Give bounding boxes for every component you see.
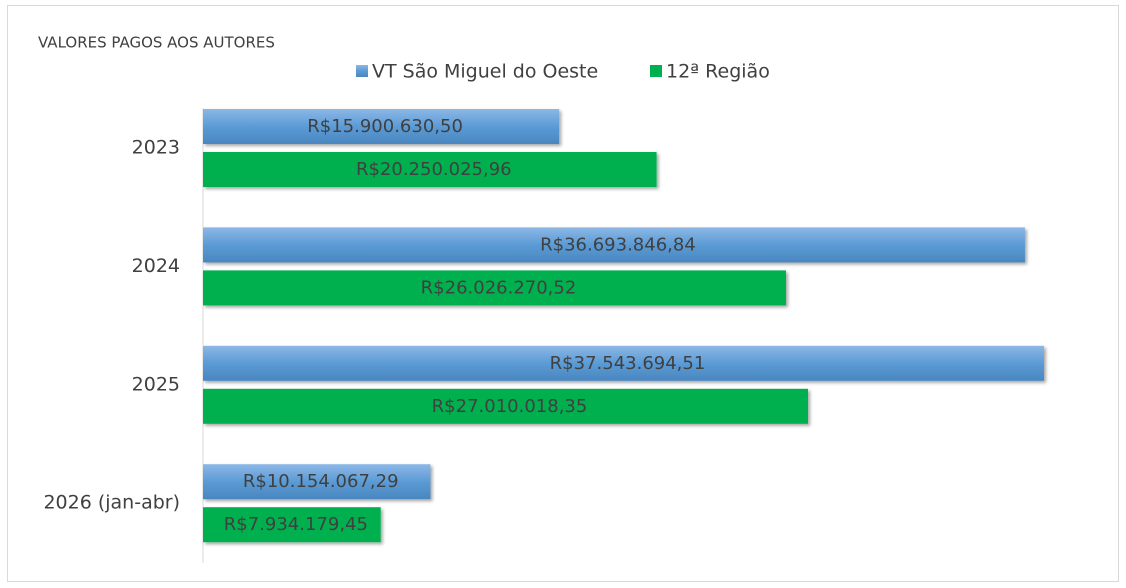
legend-swatch: [650, 65, 662, 77]
data-label: R$15.900.630,50: [307, 116, 463, 137]
data-label: R$27.010.018,35: [432, 396, 588, 417]
legend-label: VT São Miguel do Oeste: [372, 61, 598, 83]
bar: [203, 507, 381, 543]
data-label: R$10.154.067,29: [243, 471, 399, 492]
data-label: R$7.934.179,45: [224, 514, 368, 535]
data-label: R$20.250.025,96: [356, 159, 512, 180]
bar: [203, 388, 809, 424]
bar: [203, 270, 786, 306]
y-tick-label: 2025: [132, 373, 180, 395]
bar: [203, 345, 1044, 381]
bar: [203, 464, 431, 500]
chart-title: VALORES PAGOS AOS AUTORES: [38, 34, 275, 52]
data-label: R$26.026.270,52: [421, 277, 577, 298]
legend-label: 12ª Região: [666, 61, 770, 83]
data-label: R$37.543.694,51: [550, 353, 706, 374]
y-tick-label: 2026 (jan-abr): [43, 492, 180, 514]
y-tick-label: 2023: [132, 137, 180, 159]
bar: [203, 152, 657, 187]
data-label: R$36.693.846,84: [540, 234, 696, 255]
legend-swatch: [356, 65, 368, 77]
bar: [203, 227, 1025, 263]
y-tick-label: 2024: [132, 255, 180, 277]
bar: [203, 109, 560, 144]
